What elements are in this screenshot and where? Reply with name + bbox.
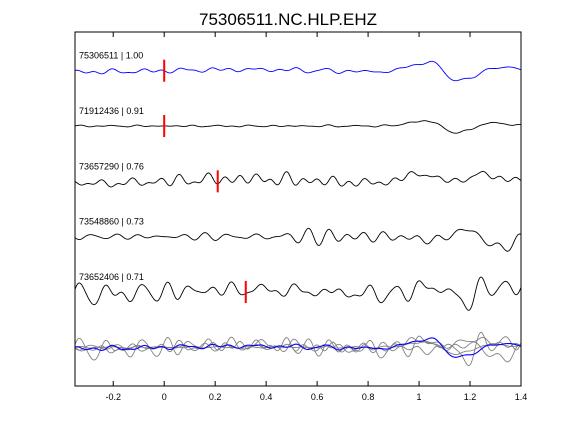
overlay-reference-line bbox=[74, 337, 522, 358]
plot-area: 75306511 | 1.00 71912436 | 0.91 73657290 |… bbox=[74, 51, 522, 367]
trace-label: 73652406 | 0.71 bbox=[79, 272, 144, 282]
x-tick-label: 1 bbox=[417, 392, 422, 402]
x-axis: -0.2 0 0.2 0.4 0.6 0.8 1 1.2 1.4 bbox=[105, 32, 527, 402]
x-tick-label: 0.6 bbox=[311, 392, 324, 402]
axes-frame bbox=[74, 31, 522, 387]
x-tick-label: 0.8 bbox=[362, 392, 375, 402]
trace-line bbox=[74, 170, 522, 188]
x-tick-label: 1.2 bbox=[464, 392, 477, 402]
x-tick-label: 1.4 bbox=[515, 392, 528, 402]
chart-title: 75306511.NC.HLP.EHZ bbox=[199, 10, 377, 29]
x-tick-label: 0.2 bbox=[209, 392, 222, 402]
trace-line bbox=[74, 227, 522, 252]
trace-label: 73548860 | 0.73 bbox=[79, 217, 144, 227]
trace-label: 71912436 | 0.91 bbox=[79, 106, 144, 116]
trace-label: 75306511 | 1.00 bbox=[79, 51, 143, 61]
x-tick-label: 0 bbox=[162, 392, 167, 402]
trace-label: 73657290 | 0.76 bbox=[79, 161, 144, 171]
trace-line bbox=[74, 120, 522, 134]
x-tick-label: 0.4 bbox=[260, 392, 273, 402]
x-tick-label: -0.2 bbox=[105, 392, 121, 402]
trace-line bbox=[74, 276, 522, 311]
trace-line bbox=[74, 60, 522, 82]
